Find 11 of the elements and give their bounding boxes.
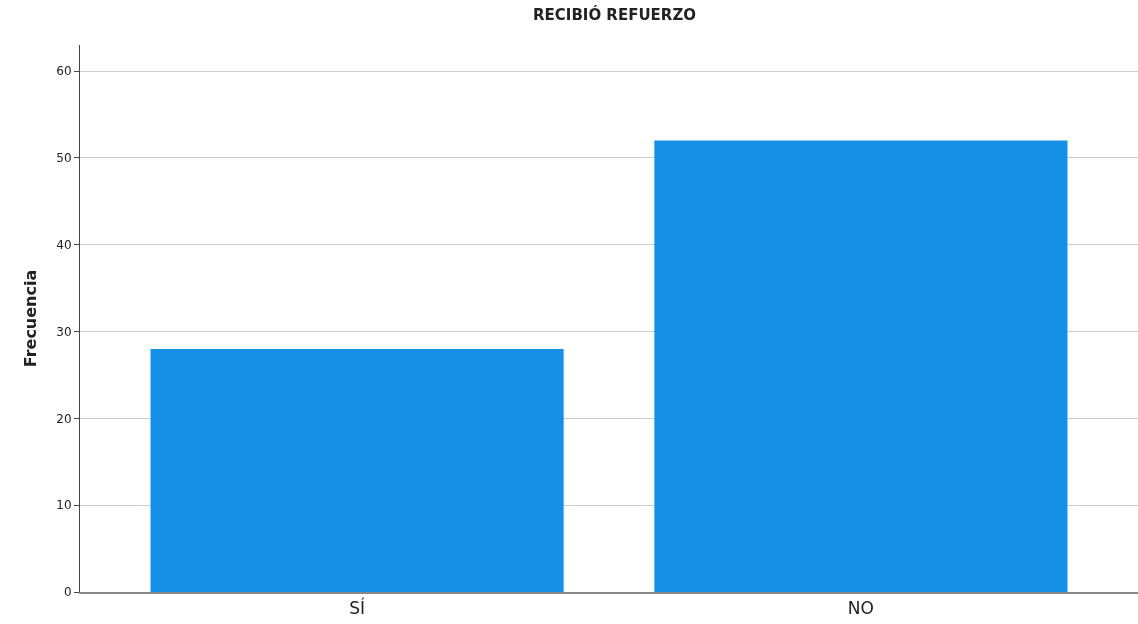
y-tick-label: 50	[56, 151, 72, 166]
y-tick-label: 60	[56, 64, 72, 79]
chart-title: RECIBIÓ REFUERZO	[533, 4, 697, 24]
y-tick-label: 10	[56, 498, 72, 513]
y-axis-title: Frecuencia	[21, 269, 41, 368]
x-tick-label: SÍ	[349, 597, 366, 619]
y-tick-label: 40	[56, 237, 72, 252]
x-tick-label: NO	[847, 598, 874, 619]
y-tick-label: 20	[56, 411, 72, 426]
y-tick-label: 0	[63, 585, 72, 600]
y-tick-label: 30	[56, 324, 72, 339]
